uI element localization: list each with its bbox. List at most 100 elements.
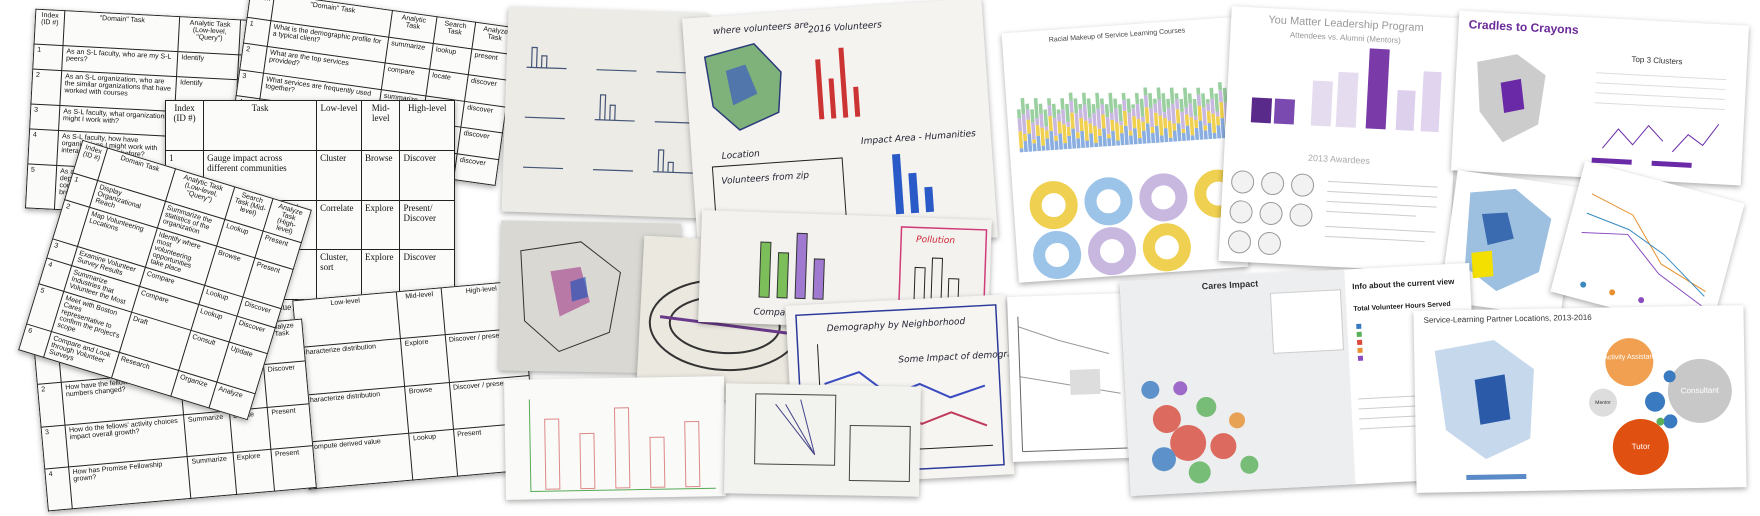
table-cell: Discover xyxy=(399,149,455,201)
decor-bar xyxy=(1143,95,1149,108)
bubble-label: Activity Assistant xyxy=(1603,354,1655,362)
decor-bar xyxy=(1058,133,1064,150)
decor-bar xyxy=(1054,140,1059,150)
decor-bar xyxy=(1131,108,1136,117)
decor-bar xyxy=(1172,123,1177,131)
decor-bar xyxy=(1156,87,1161,100)
table-cell: 2 xyxy=(37,382,66,427)
table-cell: 4 xyxy=(44,466,73,511)
decor-bar xyxy=(1086,98,1092,118)
dashboard-trend-drawing xyxy=(1017,316,1128,453)
decor-bar xyxy=(1181,128,1186,133)
decor-bar xyxy=(1128,130,1133,136)
header-cell: Mid-level xyxy=(396,287,445,339)
decor-bar xyxy=(1157,99,1163,116)
decor-bar xyxy=(1203,125,1208,131)
decor-bar xyxy=(1047,105,1052,117)
decor-bar xyxy=(1019,148,1024,153)
decor-bar xyxy=(1180,111,1186,130)
decor-bar xyxy=(1215,116,1221,126)
bubble-label: Tutor xyxy=(1632,442,1651,451)
decor-bar xyxy=(1051,103,1057,118)
table-cell: Lookup xyxy=(409,429,458,481)
decor-bar xyxy=(1056,109,1061,114)
decor-bar xyxy=(1202,107,1207,126)
decor-bar xyxy=(1206,102,1211,112)
decor-bar xyxy=(1215,111,1220,117)
decor-bar xyxy=(1076,138,1081,149)
decor-bar xyxy=(1150,132,1156,144)
decor-bar xyxy=(1016,109,1022,119)
decor-bar xyxy=(1106,133,1111,139)
dashboard-cradles-drawing: Cradles to Crayons Top 3 Clusters xyxy=(1468,17,1727,168)
decor-bar xyxy=(1069,100,1074,113)
decor-bar xyxy=(1214,93,1220,112)
decor-bar xyxy=(1153,112,1159,126)
decor-bar xyxy=(1123,125,1129,145)
sketch-label: Volunteers from zip xyxy=(721,171,810,187)
sketch-label: Location xyxy=(721,149,760,162)
decor-bar xyxy=(1144,107,1150,124)
decor-bar xyxy=(1073,98,1079,114)
decor-bar xyxy=(1205,98,1210,104)
table-cell: Present xyxy=(271,445,317,492)
table-cell: Present/ Discover xyxy=(399,199,455,251)
decor-bar xyxy=(1098,135,1103,147)
decor-bar xyxy=(1044,130,1049,139)
decor-bar xyxy=(1197,105,1203,121)
decor-bar xyxy=(1126,98,1131,113)
decor-bar xyxy=(1026,119,1032,134)
decor-bar xyxy=(1203,130,1208,140)
decor-bar xyxy=(1025,109,1031,120)
table-cell: Summarize xyxy=(183,410,233,457)
decor-bar xyxy=(1094,142,1099,148)
decor-bar xyxy=(1089,133,1094,148)
decor-bar xyxy=(1184,114,1190,126)
decor-bar xyxy=(1137,137,1143,145)
sketch-map-drawing: where volunteers are 2016 Volunteers Imp… xyxy=(703,20,977,228)
decor-bar xyxy=(1057,121,1062,134)
decor-bar xyxy=(1219,102,1225,119)
dashboard-subtitle: Top 3 Clusters xyxy=(1631,55,1683,67)
decor-bar xyxy=(1110,119,1115,131)
decor-bar xyxy=(1174,99,1180,110)
decor-bar xyxy=(1184,107,1189,115)
decor-bar xyxy=(1101,114,1106,129)
table-cell: Compute derived value xyxy=(305,432,414,490)
table-cell: Explore xyxy=(400,334,450,386)
sketch-region-map xyxy=(498,220,682,374)
table-cell: Summarize xyxy=(187,452,237,499)
decor-bar xyxy=(1116,140,1121,146)
decor-bar xyxy=(1196,94,1202,106)
sketch-label: Impact Area - Humanities xyxy=(861,129,977,147)
dashboard-lines-drawing xyxy=(1580,193,1706,307)
decor-bar xyxy=(1102,128,1107,147)
decor-bar xyxy=(1161,93,1167,113)
header-cell: Task xyxy=(203,100,318,151)
dashboard-subtitle: Info about the current view xyxy=(1352,277,1455,291)
decor-bar xyxy=(1033,97,1039,119)
decor-bar xyxy=(1189,117,1195,136)
decor-bar xyxy=(1068,92,1073,101)
sketch-label: Pollution xyxy=(916,235,955,246)
decor-bar xyxy=(1030,109,1035,123)
decor-bar xyxy=(1127,112,1133,131)
decor-bar xyxy=(1153,103,1158,113)
decor-bar xyxy=(1060,98,1065,110)
dashboard-cradles: Cradles to Crayons Top 3 Clusters xyxy=(1451,10,1749,186)
decor-bar xyxy=(1166,107,1172,121)
decor-bar xyxy=(1169,87,1175,104)
decor-bar xyxy=(1025,103,1030,110)
bubble-label: Mentor xyxy=(1595,400,1611,406)
decor-bar xyxy=(1056,113,1062,122)
dashboard-youmatter-drawing: You Matter Leadership Program Attendees … xyxy=(1228,14,1442,255)
decor-bar xyxy=(1193,115,1198,121)
header-cell: Low-level xyxy=(316,100,362,151)
decor-bar xyxy=(1088,123,1093,134)
decor-bar xyxy=(1082,104,1088,121)
sketch-region-drawing xyxy=(520,241,621,353)
decor-bar xyxy=(1114,122,1120,141)
dashboard-youmatter: You Matter Leadership Program Attendees … xyxy=(1218,6,1462,273)
table-cell: Browse xyxy=(360,149,401,201)
